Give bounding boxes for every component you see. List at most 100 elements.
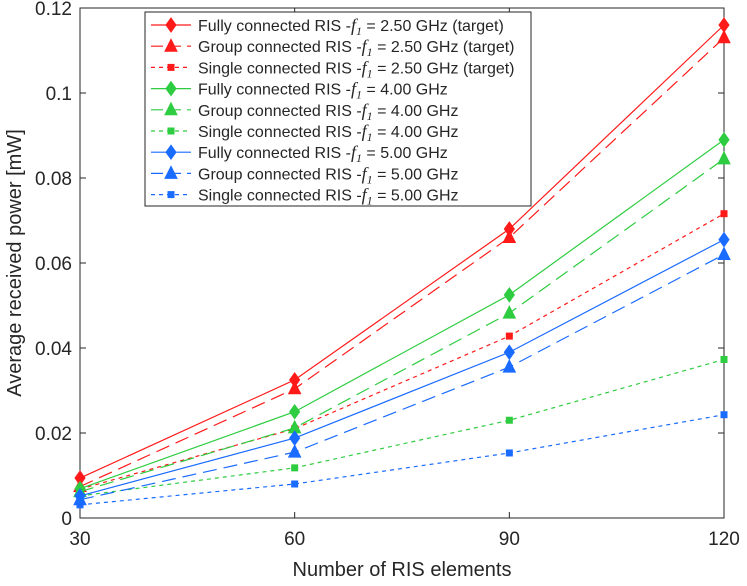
legend-label: Group connected RIS -f1 = 5.00 GHz [198, 163, 458, 186]
diamond-marker [503, 344, 515, 361]
legend-suffix: = 2.50 GHz (target) [373, 60, 515, 77]
legend-label: Group connected RIS -f1 = 4.00 GHz [198, 100, 458, 123]
legend-prefix: Fully connected RIS - [198, 145, 351, 162]
x-axis-label: Number of RIS elements [293, 559, 512, 581]
series-5 [76, 355, 728, 500]
legend-label: Single connected RIS -f1 = 4.00 GHz [198, 121, 459, 144]
legend-variable: f [362, 185, 370, 205]
square-marker [167, 63, 175, 71]
diamond-marker [718, 231, 730, 248]
legend-entry: Group connected RIS -f1 = 2.50 GHz (targ… [151, 36, 515, 59]
axes: 30 60 90 120 0 0.02 0.04 0.06 0.08 0.1 0.12 [35, 0, 740, 550]
legend-prefix: Single connected RIS - [198, 60, 362, 77]
triangle-marker [164, 165, 178, 179]
legend-variable: f [351, 142, 359, 162]
legend-suffix: = 5.00 GHz [373, 188, 459, 205]
legend-label: Fully connected RIS -f1 = 2.50 GHz (targ… [198, 15, 504, 38]
legend-subscript: 1 [367, 194, 373, 208]
series-line [79, 414, 725, 506]
triangle-marker [502, 359, 517, 373]
legend-label: Fully connected RIS -f1 = 5.00 GHz [198, 142, 448, 165]
series-line [79, 213, 725, 490]
y-tick-label: 0.12 [35, 0, 72, 20]
legend-subscript: 1 [356, 88, 362, 102]
x-tick-label: 60 [284, 529, 305, 550]
triangle-marker [717, 29, 731, 44]
legend-suffix: = 5.00 GHz [362, 145, 448, 162]
legend-variable: f [362, 163, 370, 183]
legend-label: Single connected RIS -f1 = 2.50 GHz (tar… [198, 57, 515, 80]
legend: Fully connected RIS -f1 = 2.50 GHz (targ… [144, 11, 532, 208]
series-line [79, 24, 725, 479]
legend-suffix: = 5.00 GHz [373, 166, 459, 183]
y-tick-label: 0 [61, 509, 72, 530]
square-marker [720, 210, 728, 218]
legend-subscript: 1 [367, 172, 373, 186]
legend-variable: f [362, 121, 370, 141]
x-tick-label: 90 [499, 529, 520, 550]
triangle-marker [287, 380, 302, 395]
legend-prefix: Group connected RIS - [198, 39, 362, 56]
legend-entry: Single connected RIS -f1 = 4.00 GHz [151, 121, 459, 144]
legend-suffix: = 4.00 GHz [373, 103, 459, 120]
diamond-marker [718, 131, 730, 148]
triangle-marker [164, 38, 178, 52]
legend-variable: f [362, 57, 370, 77]
y-tick-label: 0.02 [35, 424, 72, 445]
y-tick-label: 0.04 [35, 339, 72, 360]
diamond-marker [503, 287, 515, 303]
series-7 [73, 246, 731, 506]
diamond-marker [165, 17, 177, 33]
legend-prefix: Fully connected RIS - [198, 18, 351, 35]
diamond-marker [165, 144, 177, 161]
square-marker [505, 416, 513, 424]
legend-subscript: 1 [356, 151, 362, 165]
legend-variable: f [351, 79, 359, 99]
legend-entry: Fully connected RIS -f1 = 4.00 GHz [151, 79, 448, 102]
legend-prefix: Group connected RIS - [198, 103, 362, 120]
triangle-marker [502, 305, 517, 319]
legend-suffix: = 2.50 GHz (target) [362, 18, 504, 35]
series-4 [73, 150, 731, 498]
series-line [79, 358, 725, 497]
legend-entry: Single connected RIS -f1 = 2.50 GHz (tar… [151, 57, 515, 80]
legend-variable: f [362, 100, 370, 120]
y-tick-label: 0.1 [46, 84, 72, 105]
legend-entry: Group connected RIS -f1 = 4.00 GHz [151, 100, 458, 123]
triangle-marker [287, 444, 302, 458]
legend-entry: Fully connected RIS -f1 = 2.50 GHz (targ… [151, 15, 504, 38]
legend-prefix: Group connected RIS - [198, 166, 362, 183]
series-6 [74, 231, 730, 504]
triangle-marker [502, 229, 517, 243]
legend-box [144, 11, 532, 207]
series-2 [76, 210, 728, 493]
square-marker [76, 501, 84, 509]
y-tick-label: 0.06 [35, 254, 72, 275]
series-0 [74, 17, 730, 486]
legend-entry: Fully connected RIS -f1 = 5.00 GHz [151, 142, 448, 165]
square-marker [505, 449, 513, 457]
legend-variable: f [351, 15, 359, 35]
diamond-marker [165, 80, 177, 97]
series-8 [76, 411, 728, 509]
diamond-marker [289, 403, 301, 420]
series-line [79, 139, 725, 490]
series-line [79, 37, 725, 488]
square-marker [720, 355, 728, 363]
legend-subscript: 1 [356, 24, 362, 38]
y-tick-label: 0.08 [35, 169, 72, 190]
square-marker [720, 411, 728, 419]
legend-label: Single connected RIS -f1 = 5.00 GHz [198, 185, 459, 208]
legend-suffix: = 4.00 GHz [373, 124, 459, 141]
square-marker [167, 127, 175, 135]
legend-label: Group connected RIS -f1 = 2.50 GHz (targ… [198, 36, 515, 59]
legend-prefix: Fully connected RIS - [198, 82, 351, 99]
legend-suffix: = 4.00 GHz [362, 82, 448, 99]
legend-entry: Single connected RIS -f1 = 5.00 GHz [151, 185, 459, 208]
triangle-marker [717, 246, 731, 260]
x-tick-label: 120 [708, 529, 740, 550]
series-line [79, 158, 725, 493]
legend-entry: Group connected RIS -f1 = 5.00 GHz [151, 163, 458, 186]
y-axis-label: Average received power [mW] [4, 129, 26, 397]
legend-subscript: 1 [367, 45, 373, 59]
